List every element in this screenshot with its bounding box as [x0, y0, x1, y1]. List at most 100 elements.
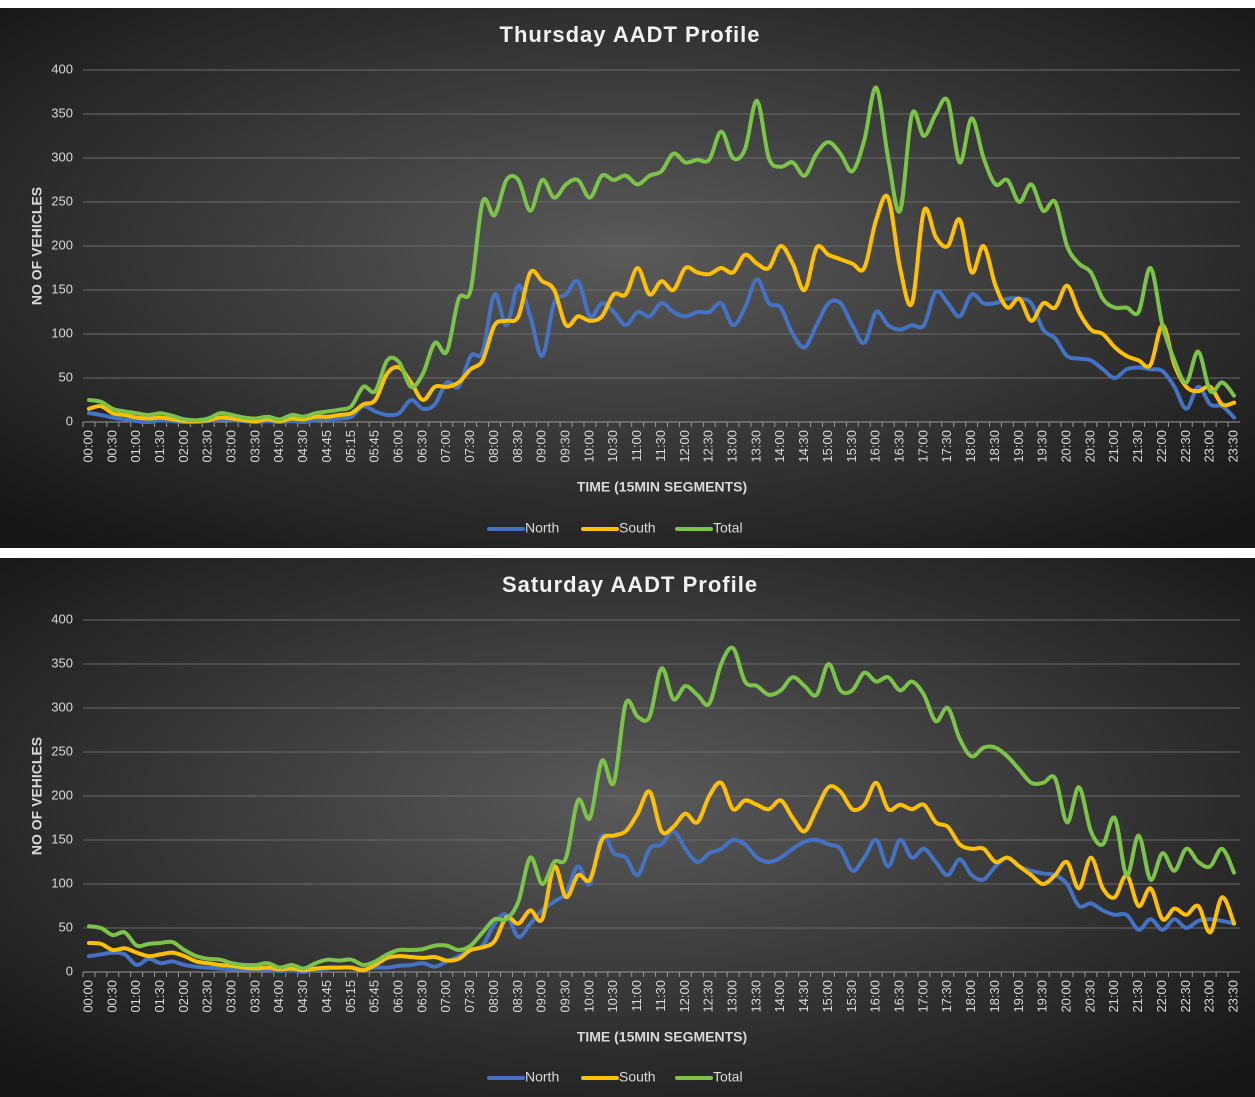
x-tick-label: 01:00	[128, 430, 143, 463]
x-tick-label: 02:30	[200, 980, 215, 1013]
x-tick-label: 08:30	[510, 980, 525, 1013]
x-tick-label: 06:30	[414, 430, 429, 463]
x-tick-label: 04:45	[319, 430, 334, 463]
y-tick-label: 0	[66, 963, 73, 978]
x-tick-label: 15:00	[820, 430, 835, 463]
y-axis-title: NO OF VEHICLES	[29, 737, 45, 855]
x-tick-label: 03:30	[247, 430, 262, 463]
x-tick-label: 19:00	[1011, 430, 1026, 463]
x-tick-label: 11:00	[629, 430, 644, 462]
x-tick-label: 07:30	[462, 980, 477, 1013]
x-tick-label: 04:45	[319, 980, 334, 1013]
y-tick-label: 50	[59, 919, 73, 934]
x-tick-label: 22:00	[1154, 430, 1169, 463]
x-tick-label: 11:30	[653, 430, 668, 462]
x-tick-label: 15:30	[844, 980, 859, 1013]
legend-label: Total	[713, 520, 743, 536]
y-tick-label: 400	[51, 61, 73, 76]
x-tick-label: 05:15	[343, 980, 358, 1013]
x-tick-label: 21:30	[1130, 980, 1145, 1013]
x-tick-label: 10:00	[581, 980, 596, 1013]
x-tick-label: 12:30	[701, 430, 716, 463]
legend-label: Total	[713, 1069, 743, 1085]
x-tick-label: 02:00	[176, 980, 191, 1013]
chart-title: Thursday AADT Profile	[500, 22, 761, 47]
x-tick-label: 00:30	[104, 980, 119, 1013]
x-tick-label: 08:00	[486, 980, 501, 1013]
x-tick-label: 09:00	[534, 980, 549, 1013]
x-tick-label: 10:30	[605, 430, 620, 463]
x-tick-label: 16:00	[868, 980, 883, 1013]
x-tick-label: 15:00	[820, 980, 835, 1013]
legend-label: South	[619, 520, 656, 536]
legend-label: South	[619, 1069, 656, 1085]
x-tick-label: 14:00	[772, 430, 787, 463]
x-tick-label: 21:30	[1130, 430, 1145, 463]
y-tick-label: 300	[51, 699, 73, 714]
y-tick-label: 250	[51, 193, 73, 208]
x-tick-label: 18:30	[987, 430, 1002, 463]
x-tick-label: 21:00	[1106, 980, 1121, 1013]
x-tick-label: 13:00	[725, 980, 740, 1013]
x-tick-label: 08:30	[510, 430, 525, 463]
x-tick-label: 04:00	[271, 980, 286, 1013]
x-tick-label: 03:00	[224, 430, 239, 463]
x-tick-label: 13:30	[748, 980, 763, 1013]
x-tick-label: 02:00	[176, 430, 191, 463]
x-tick-label: 01:30	[152, 980, 167, 1013]
x-tick-label: 17:30	[939, 430, 954, 463]
y-tick-label: 200	[51, 787, 73, 802]
x-tick-label: 09:30	[558, 980, 573, 1013]
chart-title: Saturday AADT Profile	[502, 572, 758, 597]
y-tick-label: 400	[51, 611, 73, 626]
x-tick-label: 05:45	[367, 430, 382, 463]
x-tick-label: 03:30	[247, 980, 262, 1013]
x-tick-label: 16:00	[868, 430, 883, 463]
x-axis-title: TIME (15MIN SEGMENTS)	[577, 479, 747, 495]
x-tick-label: 08:00	[486, 430, 501, 463]
x-tick-label: 11:30	[653, 980, 668, 1012]
x-tick-label: 17:30	[939, 980, 954, 1013]
y-tick-label: 200	[51, 237, 73, 252]
legend-label: North	[525, 520, 559, 536]
x-tick-label: 00:00	[80, 430, 95, 463]
x-tick-label: 19:30	[1035, 980, 1050, 1013]
line-2	[86, 85, 1237, 423]
y-tick-label: 150	[51, 281, 73, 296]
x-tick-label: 20:30	[1082, 980, 1097, 1013]
x-tick-label: 22:30	[1178, 430, 1193, 463]
background	[0, 8, 1255, 548]
x-tick-label: 14:00	[772, 980, 787, 1013]
x-tick-label: 00:30	[104, 430, 119, 463]
x-tick-label: 20:30	[1082, 430, 1097, 463]
x-tick-label: 15:30	[844, 430, 859, 463]
x-tick-label: 20:00	[1058, 980, 1073, 1013]
x-tick-label: 22:00	[1154, 980, 1169, 1013]
x-tick-label: 23:30	[1225, 430, 1240, 463]
x-tick-label: 18:00	[963, 980, 978, 1013]
x-tick-label: 12:00	[677, 430, 692, 463]
x-tick-label: 10:30	[605, 980, 620, 1013]
x-tick-label: 06:30	[414, 980, 429, 1013]
x-tick-label: 21:00	[1106, 430, 1121, 463]
x-tick-label: 13:00	[725, 430, 740, 463]
x-tick-label: 19:00	[1011, 980, 1026, 1013]
x-tick-label: 05:15	[343, 430, 358, 463]
y-tick-label: 250	[51, 743, 73, 758]
x-tick-label: 18:00	[963, 430, 978, 463]
x-tick-label: 12:00	[677, 980, 692, 1013]
x-tick-label: 07:00	[438, 430, 453, 463]
x-tick-label: 16:30	[891, 980, 906, 1013]
x-tick-label: 17:00	[915, 980, 930, 1013]
x-tick-label: 09:00	[534, 430, 549, 463]
x-tick-label: 17:00	[915, 430, 930, 463]
y-tick-label: 100	[51, 875, 73, 890]
x-tick-label: 05:45	[367, 980, 382, 1013]
y-tick-label: 350	[51, 105, 73, 120]
chart: Saturday AADT Profile 0 50 100 150 200 250 300 3…	[0, 558, 1255, 1097]
y-tick-label: 350	[51, 655, 73, 670]
x-axis-title: TIME (15MIN SEGMENTS)	[577, 1029, 747, 1045]
x-tick-label: 19:30	[1035, 430, 1050, 463]
x-tick-label: 23:00	[1202, 430, 1217, 463]
x-tick-label: 01:30	[152, 430, 167, 463]
